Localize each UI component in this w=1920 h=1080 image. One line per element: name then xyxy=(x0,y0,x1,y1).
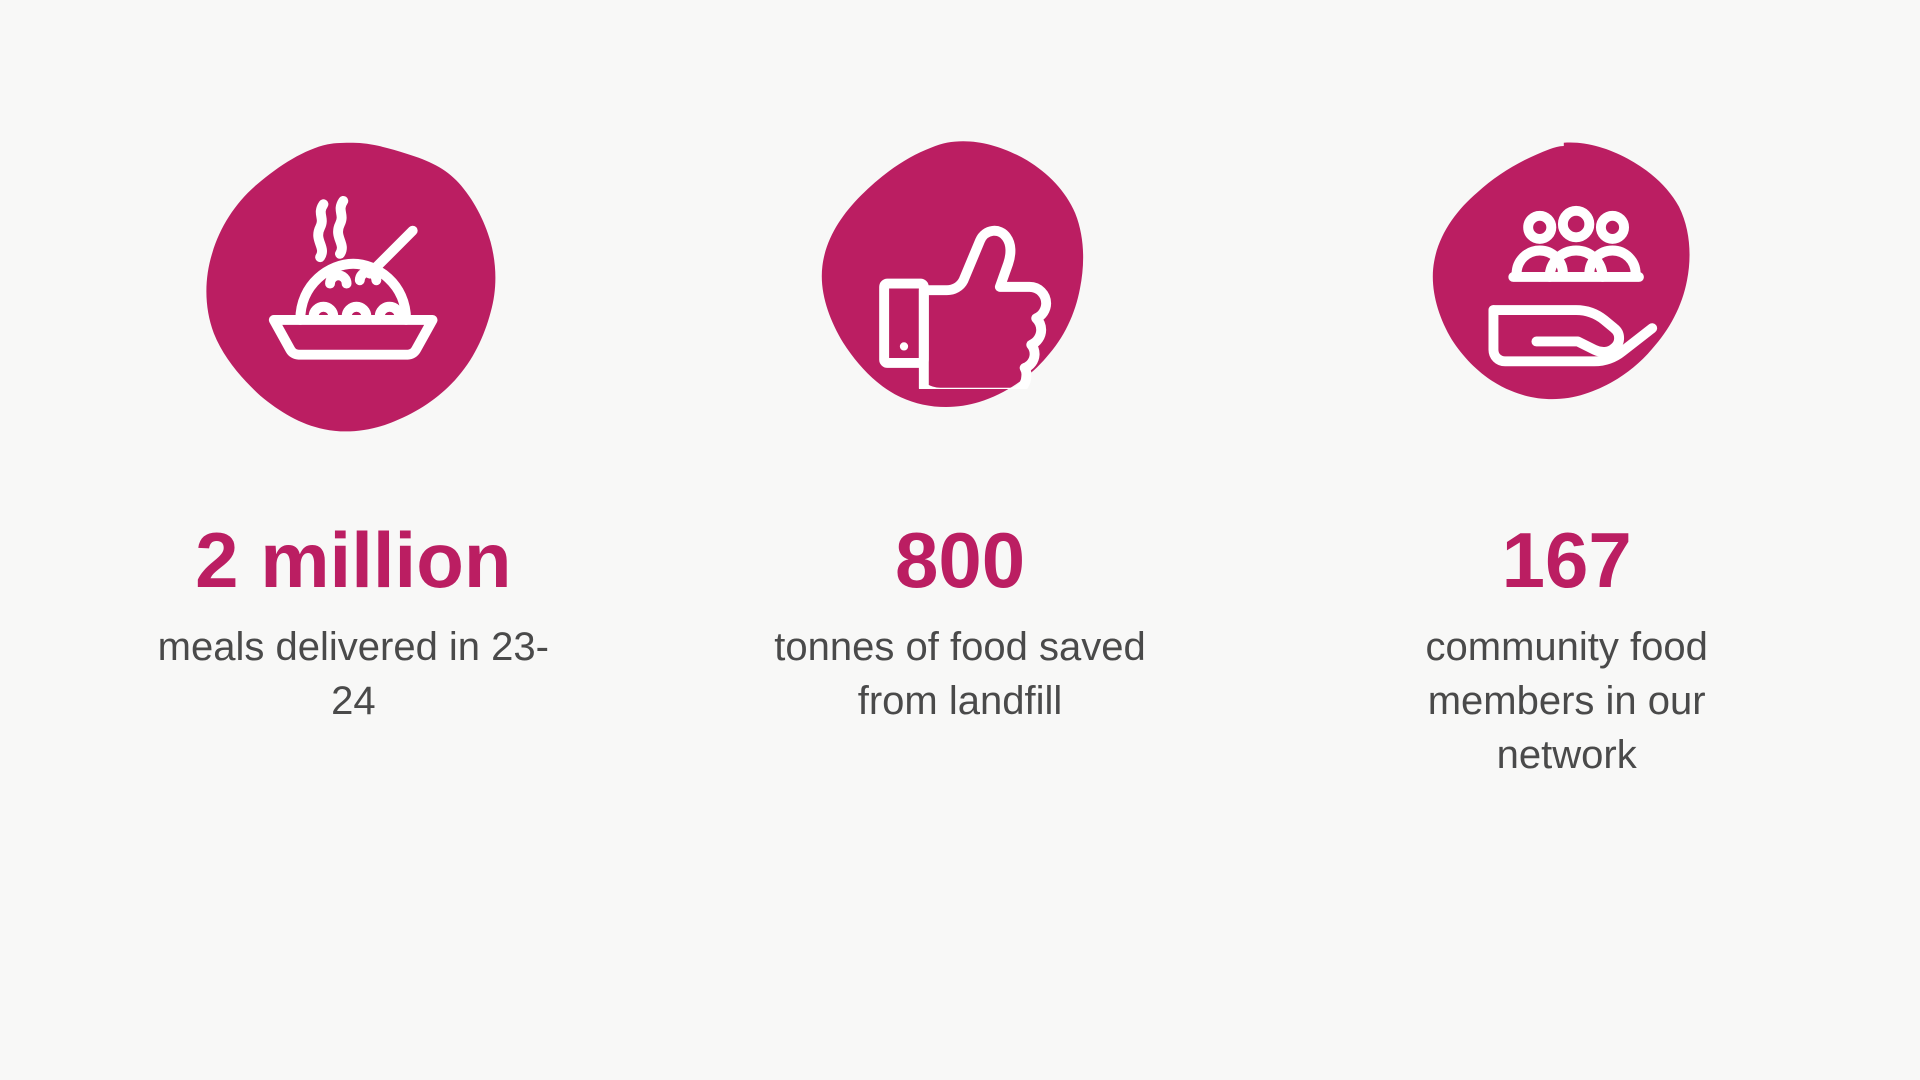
stats-row: 2 million meals delivered in 23-24 800 t… xyxy=(0,0,1920,782)
stat-value: 800 xyxy=(895,520,1025,602)
stat-description: community food members in our network xyxy=(1357,620,1777,782)
meal-bowl-glyph xyxy=(254,191,452,389)
thumbs-up-glyph xyxy=(861,191,1059,389)
thumbs-up-icon xyxy=(800,130,1120,450)
stat-description: tonnes of food saved from landfill xyxy=(750,620,1170,728)
stat-card-members: 167 community food members in our networ… xyxy=(1293,130,1840,782)
stat-value: 2 million xyxy=(195,520,511,602)
stat-card-meals: 2 million meals delivered in 23-24 xyxy=(80,130,627,728)
stat-card-tonnes: 800 tonnes of food saved from landfill xyxy=(687,130,1234,728)
community-hand-icon xyxy=(1407,130,1727,450)
stat-value: 167 xyxy=(1502,520,1632,602)
stat-description: meals delivered in 23-24 xyxy=(143,620,563,728)
community-hand-glyph xyxy=(1467,191,1665,389)
meal-bowl-icon xyxy=(193,130,513,450)
